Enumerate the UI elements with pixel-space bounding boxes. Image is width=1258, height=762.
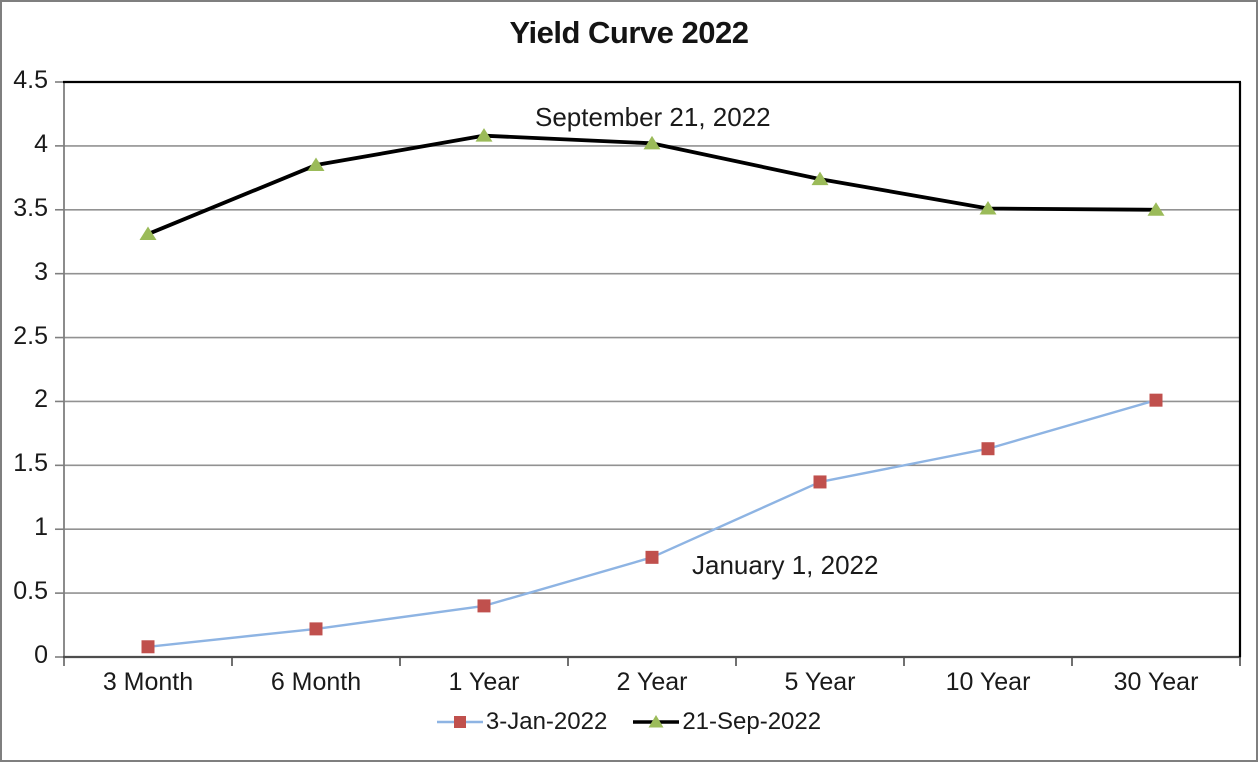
x-axis-category-label: 6 Month [270,668,362,696]
y-axis-tick-label: 2 [34,385,48,414]
y-axis-tick-label: 4 [34,129,48,158]
x-axis-category-label: 10 Year [945,668,1031,696]
chart-title: Yield Curve 2022 [509,15,750,50]
x-axis-category-label: 30 Year [1113,668,1199,696]
x-axis-category-label: 5 Year [784,668,856,696]
y-axis-tick-label: 4.5 [13,66,48,94]
legend-item-label: 3-Jan-2022 [485,708,608,735]
data-point-marker-square [1149,393,1163,407]
data-point-marker-square [309,622,323,636]
legend-marker-icon [436,716,483,728]
y-axis-tick-label: 0 [34,641,48,669]
data-point-marker-square [813,475,827,489]
series-line-21-Sep-2022 [146,133,1158,236]
x-axis-category-label: 2 Year [616,668,688,696]
series-annotation: September 21, 2022 [535,102,771,132]
data-point-marker-square [141,640,155,654]
data-point-marker-triangle [811,171,829,186]
data-point-marker-square [477,599,491,613]
data-point-marker-triangle [139,226,157,241]
legend-item: 3-Jan-2022 [436,707,608,737]
y-axis-tick-label: 0.5 [13,577,48,606]
data-point-marker-triangle [643,135,661,150]
legend-item-label: 21-Sep-2022 [682,708,822,735]
y-axis-tick-label: 3 [34,257,48,286]
x-axis-category-label: 3 Month [102,668,194,696]
data-point-marker-square [645,550,659,564]
y-axis-tick-label: 1 [34,513,48,542]
data-point-marker-triangle [1147,202,1165,216]
x-axis-category-label: 1 Year [448,668,520,696]
y-axis-tick-label: 3.5 [13,193,48,222]
legend-item: 21-Sep-2022 [633,707,821,737]
y-axis-tick-label: 1.5 [13,449,48,478]
y-axis-tick-label: 2.5 [13,321,48,350]
data-point-marker-triangle [979,201,997,215]
data-point-marker-triangle [307,157,325,172]
chart-legend: 3-Jan-2022 21-Sep-2022 [2,707,1256,737]
data-point-marker-triangle [475,128,493,142]
series-annotation: January 1, 2022 [692,550,879,580]
legend-marker-icon [633,715,680,728]
data-point-marker-square [981,442,995,456]
series-line-3-Jan-2022 [146,398,1158,648]
